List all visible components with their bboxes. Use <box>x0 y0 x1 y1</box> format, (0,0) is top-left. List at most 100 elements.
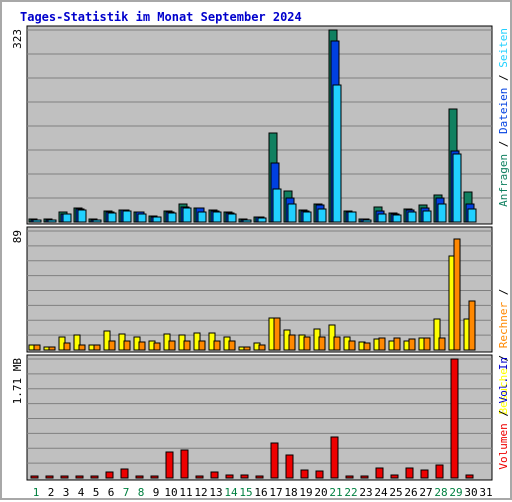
bar-rechner-day-16 <box>258 344 266 351</box>
bar-volumen-day-14 <box>225 474 234 479</box>
chart-panels: 323 Anfragen / Dateien / Seiten 89 Besuche … <box>11 25 510 481</box>
legend-label-dateien: Dateien <box>497 88 510 134</box>
bar-seiten-day-30 <box>467 208 477 223</box>
bar-rechner-day-5 <box>93 344 101 351</box>
bar-volumen-day-9 <box>150 475 159 479</box>
bar-rechner-day-30 <box>468 300 476 351</box>
bar-besuche-day-4 <box>73 334 81 351</box>
bar-volumen-day-21 <box>330 436 339 479</box>
bar-seiten-day-15 <box>242 219 252 223</box>
bar-rechner-day-2 <box>48 346 56 351</box>
y-max-label: 323 <box>11 29 24 49</box>
bar-seiten-day-22 <box>347 211 357 223</box>
legend-label-vol-in: Vol. In <box>497 357 510 403</box>
side-legend: Volumen / Vol. In <box>497 357 510 470</box>
bar-seiten-day-7 <box>122 210 132 223</box>
bar-rechner-day-7 <box>123 340 131 351</box>
bar-seiten-day-11 <box>182 207 192 223</box>
bar-rechner-day-6 <box>108 340 116 351</box>
bar-rechner-day-22 <box>348 340 356 351</box>
legend-label-volumen: Volumen <box>497 423 510 469</box>
bar-rechner-day-17 <box>273 317 281 351</box>
x-tick-label: 29 <box>449 486 462 499</box>
bar-seiten-day-17 <box>272 188 282 223</box>
bar-volumen-day-29 <box>450 358 459 479</box>
y-max-label: 89 <box>11 230 24 243</box>
x-tick-label: 4 <box>78 486 85 499</box>
bar-seiten-day-27 <box>422 210 432 223</box>
x-tick-label: 12 <box>194 486 207 499</box>
bar-volumen-day-24 <box>375 467 384 479</box>
legend-label-seiten: Seiten <box>497 28 510 68</box>
legend-label-vol-out: Vol. Out <box>497 229 510 282</box>
bar-seiten-day-25 <box>392 214 402 223</box>
x-tick-label: 23 <box>359 486 372 499</box>
plot-area <box>26 354 493 481</box>
bar-seiten-day-9 <box>152 216 162 223</box>
bar-rechner-day-13 <box>213 340 221 351</box>
bar-rechner-day-26 <box>408 338 416 351</box>
bar-volumen-day-4 <box>75 475 84 479</box>
bar-rechner-day-29 <box>453 238 461 351</box>
bar-rechner-day-14 <box>228 340 236 351</box>
bar-rechner-day-20 <box>318 336 326 351</box>
bar-volumen-day-23 <box>360 475 369 479</box>
chart-title: Tages-Statistik im Monat September 2024 <box>20 10 302 24</box>
bar-volumen-day-2 <box>45 475 54 479</box>
legend-label-anfragen: Anfragen <box>497 154 510 207</box>
x-tick-label: 16 <box>254 486 267 499</box>
bar-rechner-day-21 <box>333 336 341 351</box>
x-tick-label: 9 <box>153 486 160 499</box>
x-tick-label: 13 <box>209 486 222 499</box>
bar-volumen-day-22 <box>345 475 354 479</box>
x-tick-label: 5 <box>93 486 100 499</box>
panel-hits: 323 Anfragen / Dateien / Seiten <box>11 25 510 225</box>
bar-seiten-day-8 <box>137 213 147 223</box>
x-tick-label: 25 <box>389 486 402 499</box>
bar-rechner-day-28 <box>438 337 446 351</box>
x-tick-label: 8 <box>138 486 145 499</box>
x-tick-label: 19 <box>299 486 312 499</box>
bar-rechner-day-1 <box>33 344 41 351</box>
bar-volumen-day-6 <box>105 471 114 479</box>
bar-volumen-day-26 <box>405 467 414 479</box>
bar-volumen-day-11 <box>180 449 189 479</box>
bar-seiten-day-2 <box>47 219 57 223</box>
y-max-label: 1.71 MB <box>11 358 24 405</box>
bar-rechner-day-4 <box>78 344 86 351</box>
x-tick-label: 15 <box>239 486 252 499</box>
bar-besuche-day-28 <box>433 318 441 351</box>
x-tick-label: 1 <box>33 486 40 499</box>
plot-area <box>26 25 493 225</box>
bar-volumen-day-13 <box>210 471 219 479</box>
legend-label-besuche: Besuche <box>497 368 510 414</box>
bar-volumen-day-15 <box>240 474 249 479</box>
bar-seiten-day-4 <box>77 209 87 223</box>
bar-volumen-day-19 <box>300 469 309 479</box>
x-tick-label: 22 <box>344 486 357 499</box>
x-tick-label: 18 <box>284 486 297 499</box>
bar-seiten-day-23 <box>362 219 372 223</box>
x-tick-label: 21 <box>329 486 342 499</box>
bar-volumen-day-16 <box>255 475 264 479</box>
bar-rechner-day-27 <box>423 337 431 351</box>
x-tick-label: 17 <box>269 486 282 499</box>
bar-rechner-day-3 <box>63 342 71 351</box>
bar-seiten-day-3 <box>62 213 72 223</box>
bar-rechner-day-11 <box>183 340 191 351</box>
bar-rechner-day-18 <box>288 334 296 351</box>
bar-seiten-day-12 <box>197 211 207 223</box>
x-tick-label: 11 <box>179 486 192 499</box>
series-rechner <box>33 238 476 351</box>
bar-volumen-day-3 <box>60 475 69 479</box>
bar-rechner-day-8 <box>138 341 146 351</box>
x-tick-label: 7 <box>123 486 130 499</box>
bar-seiten-day-5 <box>92 219 102 223</box>
side-legend: Besuche / Rechner / Vol. Out <box>497 229 510 414</box>
series-volumen <box>30 358 474 479</box>
bar-seiten-day-1 <box>32 219 42 223</box>
bar-seiten-day-6 <box>107 212 117 223</box>
bar-volumen-day-27 <box>420 469 429 479</box>
